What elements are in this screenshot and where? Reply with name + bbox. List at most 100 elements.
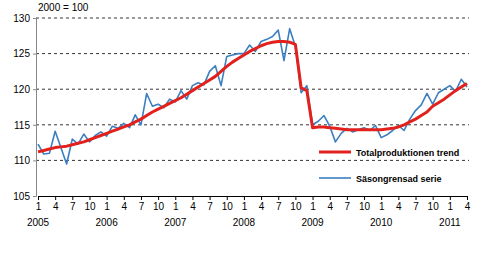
x-tick-label: 7 — [345, 201, 351, 212]
x-tick: 1 — [173, 196, 179, 212]
x-tick: 4 — [122, 196, 128, 212]
chart: 1051101151201251301471014710147101471014… — [0, 0, 479, 254]
x-tick: 4 — [465, 196, 471, 212]
x-tick-label: 7 — [413, 201, 419, 212]
x-tick-label: 1 — [36, 201, 42, 212]
y-tick: 130 — [13, 13, 36, 24]
x-tick: 10 — [359, 196, 371, 212]
x-tick-mark — [381, 196, 382, 200]
x-tick-mark — [141, 196, 142, 200]
legend-label: Säsongrensad serie — [356, 174, 442, 184]
x-tick-label: 1 — [310, 201, 316, 212]
x-tick: 10 — [153, 196, 165, 212]
x-tick: 7 — [207, 196, 213, 212]
x-tick-label: 10 — [290, 201, 302, 212]
x-tick: 1 — [448, 196, 454, 212]
year-label: 2008 — [233, 217, 256, 228]
x-tick-mark — [227, 196, 228, 200]
x-tick-mark — [158, 196, 159, 200]
x-tick-mark — [313, 196, 314, 200]
x-tick: 1 — [379, 196, 385, 212]
y-tick-label: 125 — [13, 48, 30, 59]
x-tick: 1 — [104, 196, 110, 212]
x-tick-mark — [467, 196, 468, 200]
legend-label: Totalproduktionen trend — [356, 148, 459, 158]
x-tick-mark — [261, 196, 262, 200]
x-tick-label: 4 — [465, 201, 471, 212]
y-axis-line — [33, 19, 37, 197]
y-tick: 120 — [13, 84, 36, 95]
x-tick: 7 — [413, 196, 419, 212]
x-tick: 1 — [310, 196, 316, 212]
x-tick-label: 1 — [173, 201, 179, 212]
x-tick-mark — [416, 196, 417, 200]
x-tick: 10 — [428, 196, 440, 212]
grid-line — [36, 89, 469, 90]
x-tick-label: 7 — [207, 201, 213, 212]
y-tick: 115 — [14, 120, 36, 131]
x-tick: 1 — [242, 196, 248, 212]
x-tick-mark — [450, 196, 451, 200]
x-tick-label: 1 — [242, 201, 248, 212]
x-tick-label: 4 — [259, 201, 265, 212]
y-tick-label: 120 — [13, 84, 30, 95]
y-tick: 125 — [13, 48, 36, 59]
year-label: 2009 — [301, 217, 324, 228]
x-tick-mark — [347, 196, 348, 200]
x-tick-mark — [244, 196, 245, 200]
plot-lines — [38, 29, 467, 164]
y-tick-mark — [33, 196, 36, 197]
y-tick-label: 105 — [13, 191, 30, 202]
subtitle: 2000 = 100 — [38, 2, 89, 13]
x-tick-mark — [107, 196, 108, 200]
y-tick: 110 — [14, 155, 36, 166]
year-label: 2005 — [27, 217, 50, 228]
x-tick-label: 4 — [190, 201, 196, 212]
x-tick-mark — [38, 196, 39, 200]
x-tick-label: 1 — [448, 201, 454, 212]
year-labels: 2005200620072008200920102011 — [27, 217, 461, 228]
y-tick-mark — [33, 125, 36, 126]
year-label: 2006 — [96, 217, 119, 228]
x-tick: 7 — [345, 196, 351, 212]
x-tick: 1 — [36, 196, 42, 212]
x-tick-mark — [175, 196, 176, 200]
grid-line — [36, 160, 469, 161]
x-tick-label: 4 — [122, 201, 128, 212]
x-tick-label: 1 — [104, 201, 110, 212]
x-tick: 4 — [396, 196, 402, 212]
x-tick: 10 — [84, 196, 96, 212]
x-tick: 7 — [70, 196, 76, 212]
x-tick-label: 1 — [379, 201, 385, 212]
x-tick-mark — [192, 196, 193, 200]
x-tick-label: 4 — [327, 201, 333, 212]
x-tick: 10 — [222, 196, 234, 212]
x-tick: 4 — [190, 196, 196, 212]
x-tick-mark — [72, 196, 73, 200]
year-label: 2011 — [439, 217, 461, 228]
year-label: 2010 — [370, 217, 393, 228]
x-axis-line — [39, 197, 468, 201]
x-tick-label: 7 — [139, 201, 145, 212]
x-tick-mark — [89, 196, 90, 200]
series-line — [38, 41, 467, 151]
x-tick-mark — [278, 196, 279, 200]
x-tick-mark — [330, 196, 331, 200]
x-tick: 7 — [276, 196, 282, 212]
x-tick-mark — [210, 196, 211, 200]
x-tick-label: 4 — [53, 201, 59, 212]
x-tick-mark — [433, 196, 434, 200]
y-tick-mark — [33, 18, 36, 19]
y-tick-mark — [33, 89, 36, 90]
x-axis: 14710147101471014710147101471014 — [36, 196, 471, 212]
x-tick-mark — [364, 196, 365, 200]
x-tick-label: 4 — [396, 201, 402, 212]
y-tick-label: 110 — [14, 155, 30, 166]
y-tick-label: 130 — [13, 13, 30, 24]
x-tick-label: 7 — [70, 201, 76, 212]
x-tick: 4 — [259, 196, 265, 212]
legend: Totalproduktionen trend Säsongrensad seri… — [319, 148, 459, 184]
x-tick-label: 10 — [359, 201, 371, 212]
x-tick-mark — [124, 196, 125, 200]
x-tick: 10 — [290, 196, 302, 212]
